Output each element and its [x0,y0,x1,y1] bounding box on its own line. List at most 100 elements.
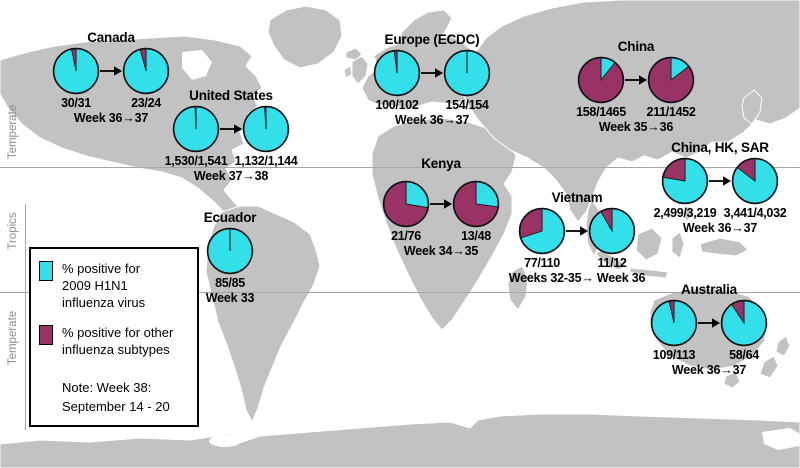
pie-chart [452,180,500,228]
africa-landmass [371,117,517,331]
antarctica-landmass [0,413,800,468]
region-title: Kenya [421,156,461,171]
zone-divider-top [0,167,800,168]
pie-chart [661,157,709,205]
legend-item-label: % positive for other influenza subtypes [62,324,173,358]
pie-row [52,47,170,95]
legend-item-h1n1: % positive for 2009 H1N1 influenza virus [39,260,193,311]
count-label: 158/1465 [576,105,626,119]
legend-item-label: % positive for 2009 H1N1 influenza virus [62,260,145,311]
region-title: Vietnam [551,190,603,205]
arrow-icon [698,318,720,328]
pie-chart [577,56,625,104]
region-china-hk-sar: China, HK, SAR 2,499/3,219 3,441/4,032 Week… [654,140,787,236]
pie-chart [650,299,698,347]
pie-chart [443,49,491,97]
pie-row [172,105,290,153]
region-canada: Canada 30/31 23/24 Week 36→37 [52,30,170,126]
greenland-landmass [267,5,343,69]
legend-line: influenza virus [62,295,146,310]
region-title: United States [189,88,273,103]
pie-chart [647,56,695,104]
legend-line: % positive for [62,261,141,276]
arrow-icon [625,75,647,85]
region-title: China [617,39,655,54]
antarctica-inlet [209,435,241,447]
legend-item-other: % positive for other influenza subtypes [39,324,193,358]
week-label: Week 37→38 [193,169,269,183]
tasmania-landmass [723,371,741,389]
arrow-icon [421,68,443,78]
arrow-icon [566,226,588,236]
pie-row [206,227,254,275]
week-label: Week 36→37 [682,221,758,235]
japan-landmass [741,89,763,125]
count-label: 2,499/3,219 [653,206,717,220]
count-label: 13/48 [461,229,491,243]
week-label: Week 35→36 [598,120,674,134]
zone-divider-bottom [0,292,800,293]
region-title: China, HK, SAR [671,140,769,155]
week-label: Week 36→37 [394,113,470,127]
zone-divider-vertical [25,204,26,430]
pie-chart [172,105,220,153]
pie-row [382,180,500,228]
region-china: China 158/1465 211/1452 Week 35→36 [576,39,696,135]
british-isles-landmass [343,55,369,85]
arrow-icon [709,176,731,186]
count-label: 23/24 [131,96,161,110]
region-europe-ecdc: Europe (ECDC) 100/102 154/154 Week 36→37 [373,32,491,128]
pie-row [577,56,695,104]
count-row: 1,530/1,541 1,132/1,144 [165,154,298,169]
legend-note: Note: Week 38: September 14 - 20 [39,378,193,416]
region-kenya: Kenya 21/76 13/48 Week 34→35 [382,156,500,259]
zone-label-temperate-south: Temperate [7,310,19,366]
region-vietnam: Vietnam 77/110 11/12 Weeks 32-35→ Week 36 [509,190,646,286]
antarctica-notch [762,428,800,450]
week-label: Week 36→37 [73,111,149,125]
madagascar-landmass [507,265,529,311]
legend-note-line: September 14 - 20 [62,399,170,414]
count-label: 21/76 [391,229,421,243]
other-color-swatch [39,325,53,345]
pie-chart [206,227,254,275]
region-title: Canada [87,30,135,45]
pie-chart [373,49,421,97]
legend-line: influenza subtypes [62,342,170,357]
region-title: Europe (ECDC) [384,32,480,47]
region-title: Ecuador [203,210,257,225]
pie-row [650,299,768,347]
legend-box: % positive for 2009 H1N1 influenza virus… [29,247,199,427]
legend-line: % positive for other [62,325,174,340]
asia-landmass [457,0,800,223]
iceland-landmass [345,47,363,61]
count-label: 77/110 [524,256,560,270]
pie-row [373,49,491,97]
count-row: 109/113 58/64 [650,348,768,363]
week-label: Week 33 [205,291,255,305]
pie-row [518,207,636,255]
count-label: 1,132/1,144 [234,154,298,168]
region-australia: Australia 109/113 58/64 Week 36→37 [650,282,768,378]
count-row: 100/102 154/154 [373,98,491,113]
count-row: 158/1465 211/1452 [576,105,696,120]
pie-row [661,157,779,205]
pie-chart [382,180,430,228]
legend-note-line: Note: Week 38: [62,380,152,395]
h1n1-color-swatch [39,261,53,281]
region-ecuador: Ecuador 85/85 Week 33 [203,210,257,306]
count-label: 100/102 [375,98,419,112]
zone-label-temperate-north: Temperate [7,104,19,160]
count-label: 58/64 [729,348,759,362]
region-title: Australia [681,282,737,297]
pie-chart [518,207,566,255]
pie-chart [122,47,170,95]
pie-chart [588,207,636,255]
count-row: 85/85 [206,276,254,291]
week-label: Week 36→37 [671,363,747,377]
count-label: 1,530/1,541 [164,154,228,168]
pie-chart [720,299,768,347]
count-label: 30/31 [61,96,91,110]
week-label: Weeks 32-35→ Week 36 [508,271,646,285]
